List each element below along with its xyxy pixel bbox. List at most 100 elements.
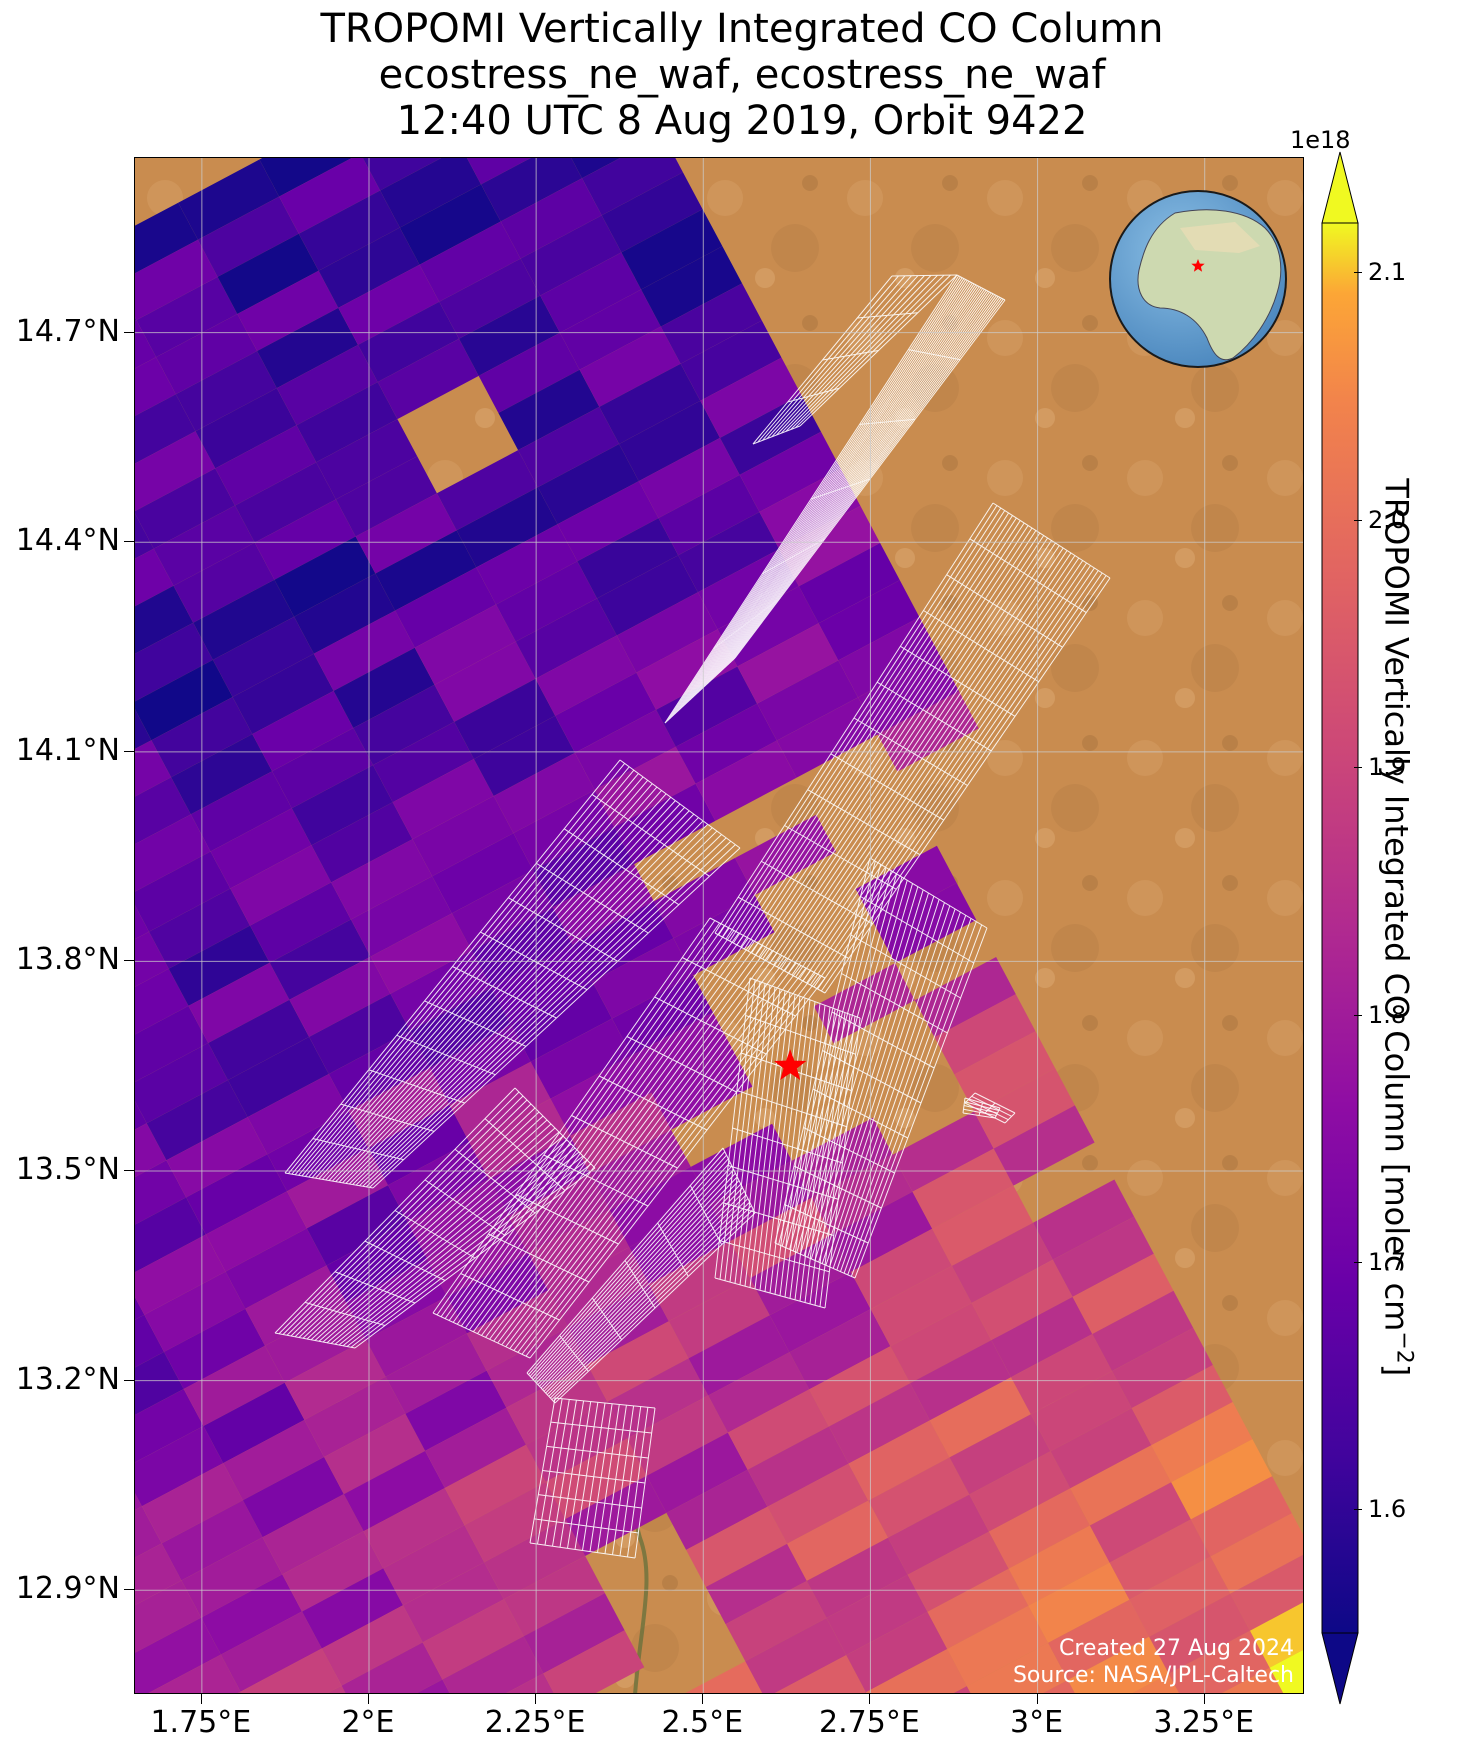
- co-cell: [262, 1494, 364, 1575]
- co-cell: [321, 1605, 423, 1686]
- map-canvas[interactable]: [135, 158, 1304, 1694]
- co-cell: [641, 246, 743, 327]
- co-cell: [767, 1463, 869, 1544]
- co-cell: [135, 320, 157, 369]
- co-cell: [227, 1036, 329, 1118]
- globe-star-icon: [1191, 259, 1205, 272]
- co-cell: [269, 919, 371, 1000]
- latitude-tick-label: 14.1°N: [15, 732, 120, 768]
- co-cell: [1132, 1673, 1179, 1693]
- colorbar-label: TROPOMI Vertically Integrated CO Column …: [1377, 478, 1417, 1377]
- co-cell: [552, 864, 654, 945]
- co-cell: [870, 1265, 972, 1347]
- latitude-tick-mark: [124, 541, 134, 543]
- co-cell: [890, 1303, 992, 1384]
- co-cell: [614, 783, 716, 865]
- co-cell: [912, 1148, 1014, 1229]
- co-cell: [619, 400, 720, 482]
- longitude-tick-label: 2.75°E: [819, 1705, 920, 1740]
- co-cell: [164, 1308, 265, 1389]
- co-cell: [287, 1148, 388, 1229]
- co-cell: [197, 196, 299, 277]
- co-cell: [419, 221, 521, 302]
- co-cell: [392, 759, 494, 840]
- map-panel[interactable]: [134, 157, 1304, 1694]
- co-cell: [341, 1642, 443, 1693]
- co-cell: [212, 616, 314, 697]
- footprint-mesh: [714, 502, 1111, 994]
- colorbar-tick-mark: [1354, 1014, 1362, 1016]
- co-cell: [201, 1574, 302, 1655]
- co-cell: [953, 1686, 971, 1693]
- co-cell: [135, 1689, 138, 1693]
- longitude-tick-label: 2.25°E: [484, 1705, 586, 1740]
- co-cell: [1008, 1525, 1110, 1606]
- co-cell: [240, 1648, 342, 1693]
- co-cell: [826, 1574, 928, 1656]
- co-cell: [1109, 1519, 1211, 1600]
- footprint-mesh: [529, 1397, 656, 1559]
- co-cell: [811, 1154, 913, 1235]
- co-cell: [175, 351, 277, 432]
- co-cell: [656, 666, 758, 747]
- co-cell: [383, 1525, 485, 1606]
- co-cell: [1028, 1562, 1130, 1643]
- co-cell: [601, 172, 703, 253]
- co-cell: [636, 629, 738, 710]
- colorbar-tick-mark: [1354, 1261, 1362, 1263]
- co-cell: [513, 789, 615, 871]
- co-cell: [135, 709, 152, 749]
- co-cell: [789, 1309, 891, 1390]
- co-cell: [135, 931, 169, 987]
- co-cell: [298, 190, 400, 271]
- co-cell: [540, 252, 642, 333]
- co-cell: [135, 1005, 209, 1082]
- co-cell: [934, 994, 1036, 1075]
- co-cell: [478, 332, 580, 413]
- co-cell: [971, 1259, 1073, 1341]
- co-cell: [518, 406, 620, 488]
- latitude-tick-mark: [124, 960, 134, 962]
- footprint-mesh: [714, 977, 861, 1309]
- graticule: [135, 158, 1303, 1693]
- co-cell: [865, 1649, 967, 1693]
- co-cell: [914, 957, 1016, 1038]
- co-cell: [550, 1055, 652, 1136]
- co-cell: [688, 1315, 790, 1396]
- co-cell: [135, 468, 235, 549]
- co-cell: [1048, 1599, 1150, 1680]
- longitude-tick-label: 2°E: [341, 1705, 395, 1740]
- site-star-icon[interactable]: [774, 1049, 807, 1080]
- colorbar-tick-mark: [1354, 272, 1362, 274]
- colorbar-tick-label: 1.7: [1368, 1247, 1407, 1276]
- co-cell: [304, 1376, 406, 1457]
- co-cell: [954, 1031, 1056, 1112]
- co-cell: [135, 1351, 184, 1415]
- co-cell: [520, 215, 622, 296]
- co-cell: [451, 870, 553, 951]
- latitude-tick-label: 13.2°N: [15, 1361, 120, 1397]
- co-cell: [380, 158, 481, 228]
- co-cell: [168, 925, 270, 1006]
- co-cell: [838, 617, 940, 698]
- co-cell: [653, 858, 755, 939]
- co-cell: [557, 481, 659, 562]
- co-cell: [135, 777, 191, 845]
- co-cell: [1151, 1402, 1253, 1483]
- co-cell: [395, 567, 496, 648]
- co-cell: [135, 814, 211, 892]
- co-cell: [493, 752, 595, 834]
- longitude-tick-mark: [1036, 1694, 1038, 1704]
- co-cell: [868, 1457, 970, 1538]
- co-cell: [533, 827, 635, 908]
- co-cell: [966, 1642, 1068, 1693]
- co-cell: [210, 808, 312, 889]
- co-cell: [135, 357, 176, 416]
- co-cell: [951, 1222, 1053, 1303]
- latitude-tick-label: 14.7°N: [15, 313, 120, 349]
- co-cell: [469, 1098, 571, 1180]
- co-cell: [739, 431, 841, 512]
- co-cell: [1171, 1439, 1273, 1520]
- co-cell: [523, 1593, 625, 1674]
- co-cell: [737, 623, 839, 704]
